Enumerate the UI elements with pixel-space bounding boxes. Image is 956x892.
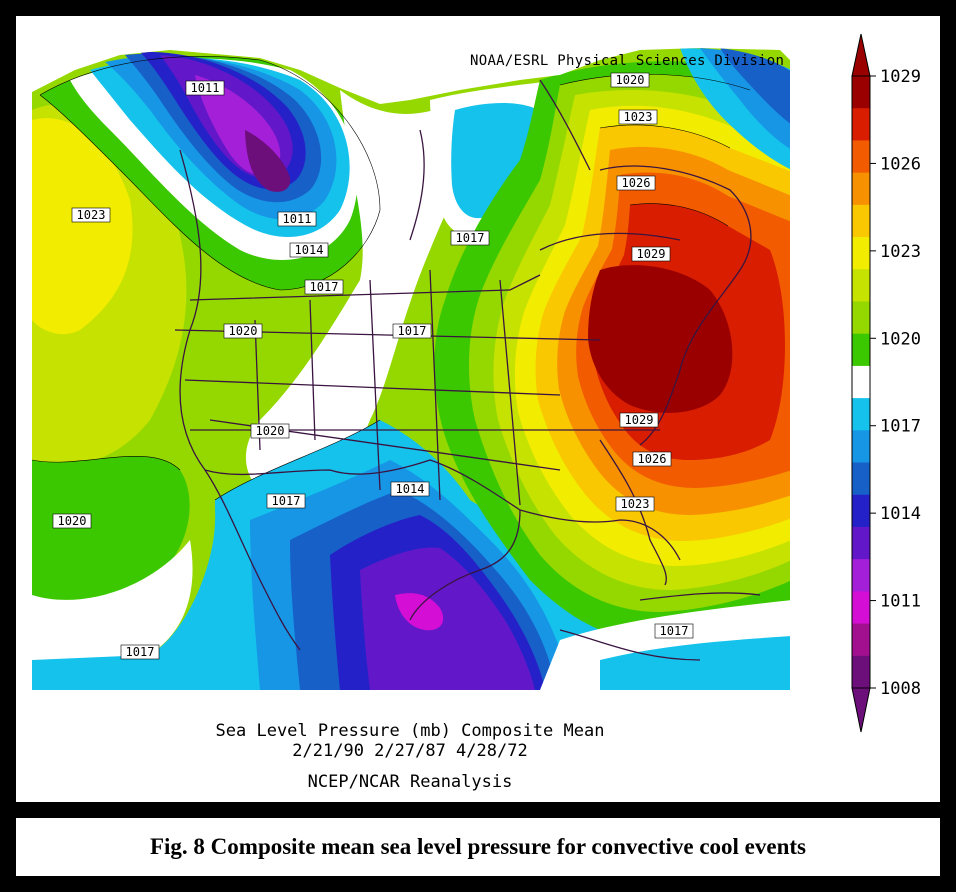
svg-text:1026: 1026 <box>622 176 651 190</box>
colorbar-swatch <box>852 108 870 141</box>
contour-label: 1017 <box>450 230 490 246</box>
contour-label: 1017 <box>304 279 344 295</box>
svg-text:1017: 1017 <box>272 494 301 508</box>
svg-text:1014: 1014 <box>295 243 324 257</box>
contour-label: 1011 <box>277 211 317 227</box>
svg-text:1017: 1017 <box>456 231 485 245</box>
contour-label: 1026 <box>632 451 672 467</box>
contour-label: 1023 <box>71 207 111 223</box>
colorbar-swatch <box>852 559 870 592</box>
contour-label: 1020 <box>610 72 650 88</box>
svg-text:1017: 1017 <box>398 324 427 338</box>
svg-text:1011: 1011 <box>283 212 312 226</box>
colorbar-swatch <box>852 526 870 560</box>
svg-text:1023: 1023 <box>621 497 650 511</box>
svg-text:1014: 1014 <box>396 482 425 496</box>
contour-label: 1014 <box>289 242 329 258</box>
colorbar-swatch <box>852 301 870 335</box>
colorbar-max-arrow <box>851 33 871 77</box>
colorbar-swatch <box>852 333 870 367</box>
svg-text:1023: 1023 <box>77 208 106 222</box>
colorbar-swatch <box>852 494 870 528</box>
colorbar-swatch <box>852 398 870 431</box>
contour-label: 1029 <box>619 412 659 428</box>
colorbar-swatch <box>852 591 870 625</box>
contour-label: 1026 <box>616 175 656 191</box>
credit-text: NOAA/ESRL Physical Sciences Division <box>470 53 785 69</box>
contour-label: 1023 <box>615 496 655 512</box>
figure-caption: Fig. 8 Composite mean sea level pressure… <box>16 818 940 876</box>
svg-text:1029: 1029 <box>625 413 654 427</box>
svg-text:1017: 1017 <box>126 645 155 659</box>
colorbar-swatch <box>852 172 870 206</box>
colorbar-swatch <box>852 623 870 657</box>
contour-label: 1011 <box>185 80 225 96</box>
contour-label: 1017 <box>120 644 160 660</box>
svg-text:1020: 1020 <box>229 324 258 338</box>
colorbar-swatch <box>852 140 870 174</box>
contour-label: 1020 <box>250 423 290 439</box>
contour-label: 1029 <box>631 246 671 262</box>
colorbar-tick-label: 1014 <box>880 504 921 524</box>
colorbar-swatch <box>852 269 870 302</box>
map-source: NCEP/NCAR Reanalysis <box>307 772 513 792</box>
pressure-field <box>32 48 790 690</box>
svg-text:1011: 1011 <box>191 81 220 95</box>
colorbar-swatch <box>852 655 870 689</box>
colorbar-swatch <box>852 237 870 270</box>
svg-text:1020: 1020 <box>616 73 645 87</box>
svg-text:1020: 1020 <box>58 514 87 528</box>
contour-labels: 1011 1011 1014 1017 1017 1017 1020 1020 … <box>52 72 694 660</box>
colorbar-tick-label: 1020 <box>880 329 921 349</box>
colorbar-tick-label: 1029 <box>880 67 921 87</box>
colorbar-swatch <box>852 365 870 399</box>
colorbar-swatch <box>852 76 870 109</box>
colorbar-swatch <box>852 462 870 496</box>
colorbar: 1029 1026 1023 1020 1017 1014 1011 1008 <box>851 33 921 733</box>
contour-label: 1017 <box>654 623 694 639</box>
colorbar-swatch <box>852 430 870 464</box>
contour-label: 1020 <box>52 513 92 529</box>
colorbar-min-arrow <box>851 687 871 733</box>
contour-label: 1017 <box>266 493 306 509</box>
svg-text:1017: 1017 <box>310 280 339 294</box>
svg-text:1020: 1020 <box>256 424 285 438</box>
colorbar-tick-label: 1017 <box>880 417 921 437</box>
map-dates: 2/21/90 2/27/87 4/28/72 <box>292 741 528 761</box>
colorbar-tick-label: 1026 <box>880 154 921 174</box>
colorbar-tick-label: 1008 <box>880 679 921 699</box>
map-title: Sea Level Pressure (mb) Composite Mean <box>215 721 605 741</box>
colorbar-swatch <box>852 204 870 238</box>
contour-label: 1014 <box>390 481 430 497</box>
svg-text:1026: 1026 <box>638 452 667 466</box>
colorbar-tick-label: 1023 <box>880 242 921 262</box>
contour-label: 1023 <box>618 109 658 125</box>
contour-label: 1020 <box>223 323 263 339</box>
svg-text:1017: 1017 <box>660 624 689 638</box>
colorbar-tick-label: 1011 <box>880 592 921 612</box>
svg-text:1029: 1029 <box>637 247 666 261</box>
contour-label: 1017 <box>392 323 432 339</box>
svg-text:1023: 1023 <box>624 110 653 124</box>
